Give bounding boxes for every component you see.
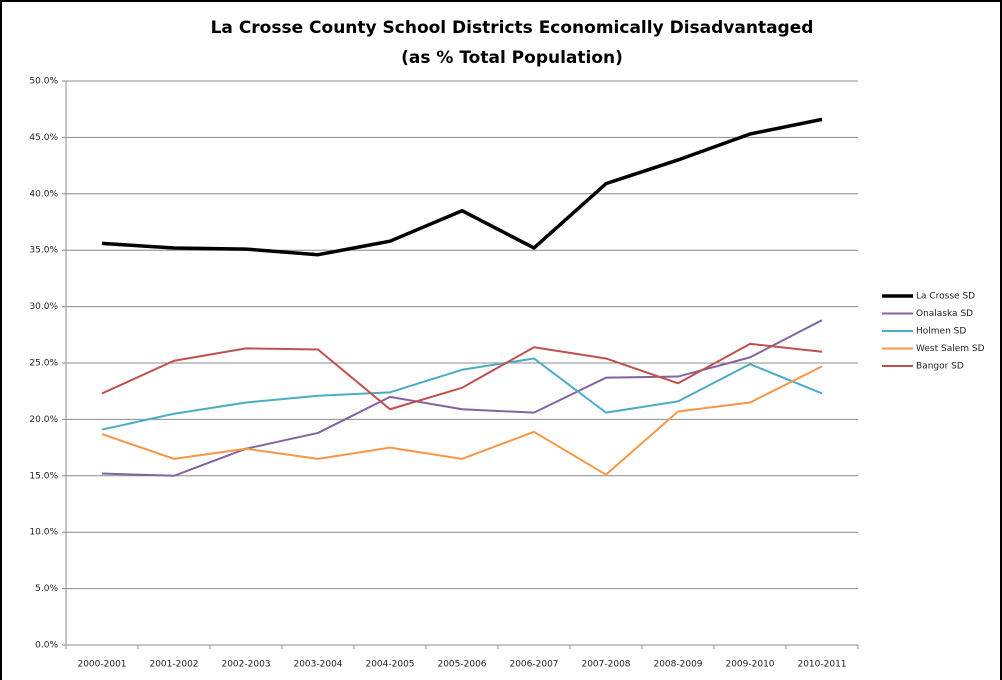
x-tick-label: 2001-2002 — [149, 660, 198, 670]
x-tick-label: 2009-2010 — [725, 660, 774, 670]
y-tick-label: 10.0% — [29, 528, 58, 538]
x-tick-label: 2000-2001 — [77, 660, 126, 670]
legend-label: Onalaska SD — [916, 309, 973, 319]
y-tick-label: 15.0% — [29, 471, 58, 481]
x-tick-label: 2006-2007 — [509, 660, 558, 670]
series-line — [101, 319, 823, 477]
y-tick-label: 25.0% — [29, 359, 58, 369]
y-tick-label: 0.0% — [35, 641, 58, 651]
x-tick-label: 2008-2009 — [653, 660, 702, 670]
chart-title: La Crosse County School Districts Econom… — [211, 18, 814, 38]
y-tick-label: 20.0% — [29, 415, 58, 425]
y-tick-label: 5.0% — [35, 584, 58, 594]
series-line — [101, 117, 823, 257]
x-tick-label: 2003-2004 — [293, 660, 342, 670]
x-tick-label: 2007-2008 — [581, 660, 630, 670]
series-line — [101, 365, 823, 476]
y-tick-label: 35.0% — [29, 246, 58, 256]
y-tick-label: 45.0% — [29, 133, 58, 143]
x-tick-label: 2010-2011 — [797, 660, 846, 670]
y-tick-label: 50.0% — [29, 77, 58, 87]
y-tick-label: 30.0% — [29, 302, 58, 312]
chart-subtitle: (as % Total Population) — [401, 48, 623, 68]
legend-label: West Salem SD — [916, 344, 985, 354]
series-line — [101, 357, 823, 431]
x-tick-label: 2004-2005 — [365, 660, 414, 670]
series-line — [101, 342, 823, 411]
y-tick-label: 40.0% — [29, 189, 58, 199]
x-tick-label: 2002-2003 — [221, 660, 270, 670]
legend-label: Bangor SD — [916, 362, 964, 372]
legend-label: La Crosse SD — [916, 292, 975, 302]
x-tick-label: 2005-2006 — [437, 660, 486, 670]
legend-label: Holmen SD — [916, 327, 966, 337]
